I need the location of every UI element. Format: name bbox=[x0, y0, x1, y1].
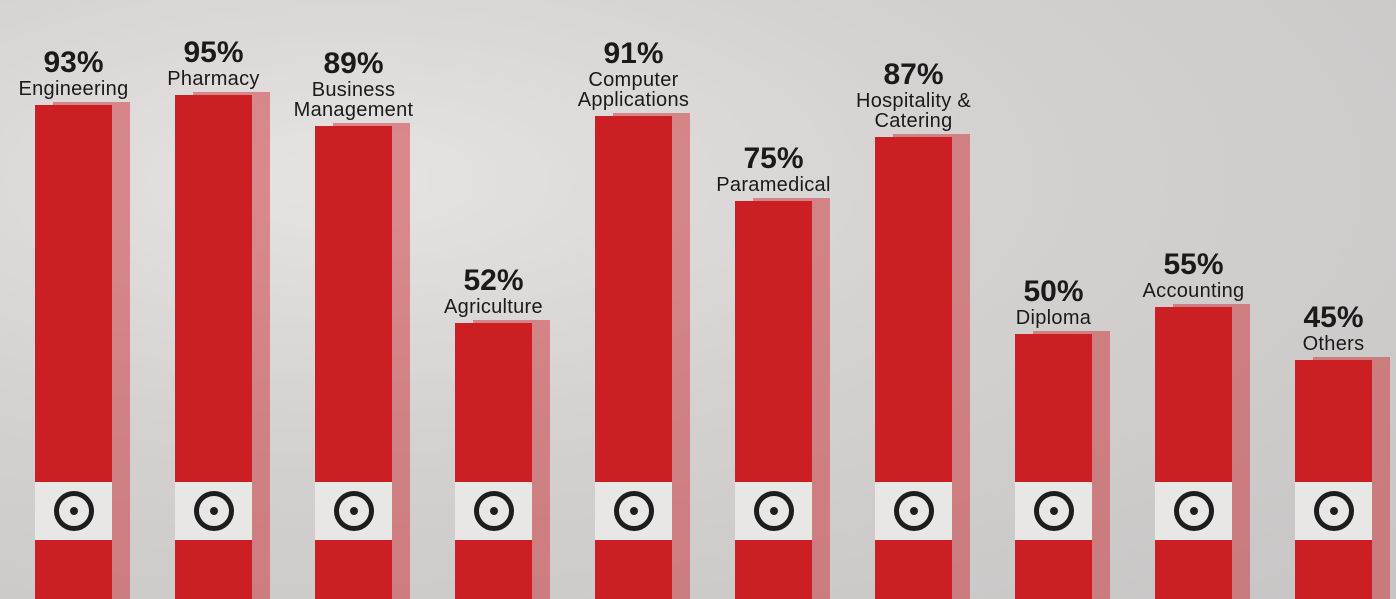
bar bbox=[1015, 333, 1092, 599]
icon-band bbox=[1015, 482, 1092, 540]
value-label: 55% bbox=[1163, 247, 1224, 281]
bar-label: 91% Computer Applications bbox=[559, 36, 709, 111]
icon-band bbox=[875, 482, 952, 540]
category-label: Paramedical bbox=[716, 173, 831, 196]
category-icon bbox=[753, 491, 794, 531]
icon-band bbox=[455, 482, 532, 540]
bar-label: 55% Accounting bbox=[1119, 247, 1269, 302]
bar bbox=[455, 322, 532, 599]
value-label: 95% bbox=[183, 35, 244, 69]
category-label: Engineering bbox=[18, 78, 129, 101]
icon-band bbox=[175, 482, 252, 540]
category-icon bbox=[193, 491, 234, 531]
bar-label: 50% Diploma bbox=[979, 274, 1129, 329]
category-icon bbox=[333, 491, 374, 531]
icon-band bbox=[1295, 482, 1372, 540]
category-label: Accounting bbox=[1142, 279, 1245, 302]
category-label: Business Management bbox=[293, 79, 414, 122]
icon-band bbox=[595, 482, 672, 540]
category-label: Pharmacy bbox=[167, 67, 260, 90]
category-icon bbox=[613, 491, 654, 531]
category-icon bbox=[1173, 491, 1214, 531]
category-icon bbox=[1313, 491, 1354, 531]
category-icon bbox=[1033, 491, 1074, 531]
value-label: 93% bbox=[43, 46, 104, 80]
bar-label: 93% Engineering bbox=[0, 46, 149, 101]
value-label: 75% bbox=[743, 141, 804, 175]
bar-label: 45% Others bbox=[1259, 301, 1396, 356]
bar-label: 89% Business Management bbox=[279, 47, 429, 122]
bar bbox=[1295, 360, 1372, 599]
bar-label: 52% Agriculture bbox=[419, 263, 569, 318]
category-label: Diploma bbox=[1015, 306, 1092, 329]
category-icon bbox=[473, 491, 514, 531]
bar-label: 75% Paramedical bbox=[699, 141, 849, 196]
category-icon bbox=[53, 491, 94, 531]
category-label: Agriculture bbox=[444, 295, 543, 318]
bar-label: 87% Hospitality & Catering bbox=[839, 58, 989, 133]
value-label: 89% bbox=[323, 47, 384, 81]
icon-band bbox=[315, 482, 392, 540]
icon-band bbox=[35, 482, 112, 540]
category-label: Hospitality & Catering bbox=[855, 90, 972, 133]
value-label: 87% bbox=[883, 58, 944, 92]
bar-label: 95% Pharmacy bbox=[139, 35, 289, 90]
bar bbox=[1155, 306, 1232, 599]
icon-band bbox=[735, 482, 812, 540]
category-icon bbox=[893, 491, 934, 531]
icon-band bbox=[1155, 482, 1232, 540]
value-label: 52% bbox=[463, 263, 524, 297]
value-label: 91% bbox=[603, 36, 664, 70]
category-label: Computer Applications bbox=[577, 68, 690, 111]
value-label: 50% bbox=[1023, 274, 1084, 308]
category-label: Others bbox=[1302, 333, 1365, 356]
value-label: 45% bbox=[1303, 301, 1364, 335]
